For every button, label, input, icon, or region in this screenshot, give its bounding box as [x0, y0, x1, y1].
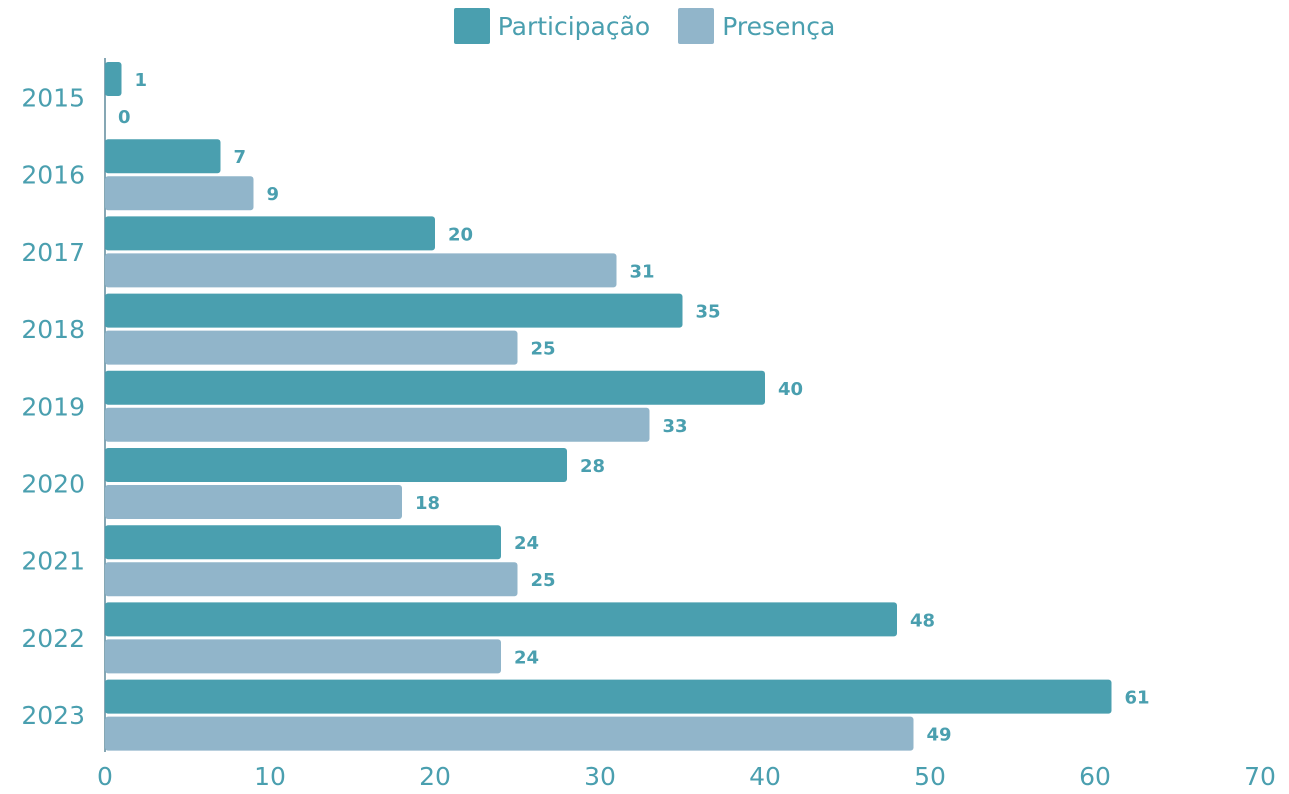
bar-participacao-2021 — [105, 525, 501, 560]
category-label-2015: 2015 — [21, 84, 85, 113]
category-label-2020: 2020 — [21, 470, 85, 499]
legend-item-participacao: Participação — [453, 8, 651, 44]
bar-presenca-2018 — [105, 330, 518, 365]
category-label-2021: 2021 — [21, 547, 85, 576]
bar-presenca-2016 — [105, 176, 254, 211]
legend-swatch-participacao — [453, 8, 490, 44]
legend: Participação Presença — [0, 8, 1289, 44]
bar-participacao-2019 — [105, 370, 765, 405]
bar-participacao-2022 — [105, 602, 897, 637]
bar-participacao-2018 — [105, 293, 683, 328]
category-label-2018: 2018 — [21, 315, 85, 344]
category-label-2022: 2022 — [21, 624, 85, 653]
bar-participacao-2023 — [105, 679, 1112, 714]
bar-presenca-2021 — [105, 562, 518, 597]
data-label-participacao-2020: 28 — [580, 456, 605, 477]
bar-participacao-2015 — [105, 62, 122, 96]
bar-participacao-2017 — [105, 216, 435, 251]
bar-presenca-2017 — [105, 253, 617, 288]
legend-item-presenca: Presença — [678, 8, 835, 44]
data-label-presenca-2017: 31 — [630, 261, 655, 282]
x-tick-label-50: 50 — [914, 762, 946, 791]
x-tick-label-0: 0 — [97, 762, 113, 791]
data-label-presenca-2015: 0 — [118, 107, 131, 128]
data-label-participacao-2017: 20 — [448, 224, 473, 245]
data-label-presenca-2022: 24 — [514, 647, 539, 668]
bar-participacao-2020 — [105, 448, 567, 482]
data-label-presenca-2016: 9 — [267, 184, 280, 205]
data-label-presenca-2023: 49 — [927, 725, 952, 746]
category-label-2016: 2016 — [21, 161, 85, 190]
x-tick-label-10: 10 — [254, 762, 286, 791]
x-tick-label-60: 60 — [1079, 762, 1111, 791]
x-tick-label-70: 70 — [1244, 762, 1276, 791]
bar-presenca-2019 — [105, 407, 650, 442]
data-label-participacao-2018: 35 — [696, 302, 721, 323]
x-tick-label-40: 40 — [749, 762, 781, 791]
bar-presenca-2020 — [105, 485, 402, 519]
data-label-participacao-2015: 1 — [135, 70, 148, 91]
data-label-presenca-2020: 18 — [415, 493, 440, 514]
category-label-2017: 2017 — [21, 238, 85, 267]
data-label-participacao-2022: 48 — [910, 610, 935, 631]
bar-presenca-2023 — [105, 716, 914, 751]
category-label-2023: 2023 — [21, 701, 85, 730]
bar-participacao-2016 — [105, 139, 221, 174]
legend-swatch-presenca — [678, 8, 715, 44]
legend-label-presenca: Presença — [722, 11, 836, 41]
data-label-participacao-2021: 24 — [514, 533, 539, 554]
data-label-participacao-2023: 61 — [1125, 688, 1150, 709]
bar-presenca-2022 — [105, 639, 501, 674]
x-tick-label-20: 20 — [419, 762, 451, 791]
data-label-presenca-2021: 25 — [531, 570, 556, 591]
data-label-participacao-2016: 7 — [234, 147, 247, 168]
data-label-presenca-2018: 25 — [531, 339, 556, 360]
data-label-presenca-2019: 33 — [663, 416, 688, 437]
category-label-2019: 2019 — [21, 392, 85, 421]
data-label-participacao-2019: 40 — [778, 379, 803, 400]
x-tick-label-30: 30 — [584, 762, 616, 791]
legend-label-participacao: Participação — [497, 11, 651, 41]
